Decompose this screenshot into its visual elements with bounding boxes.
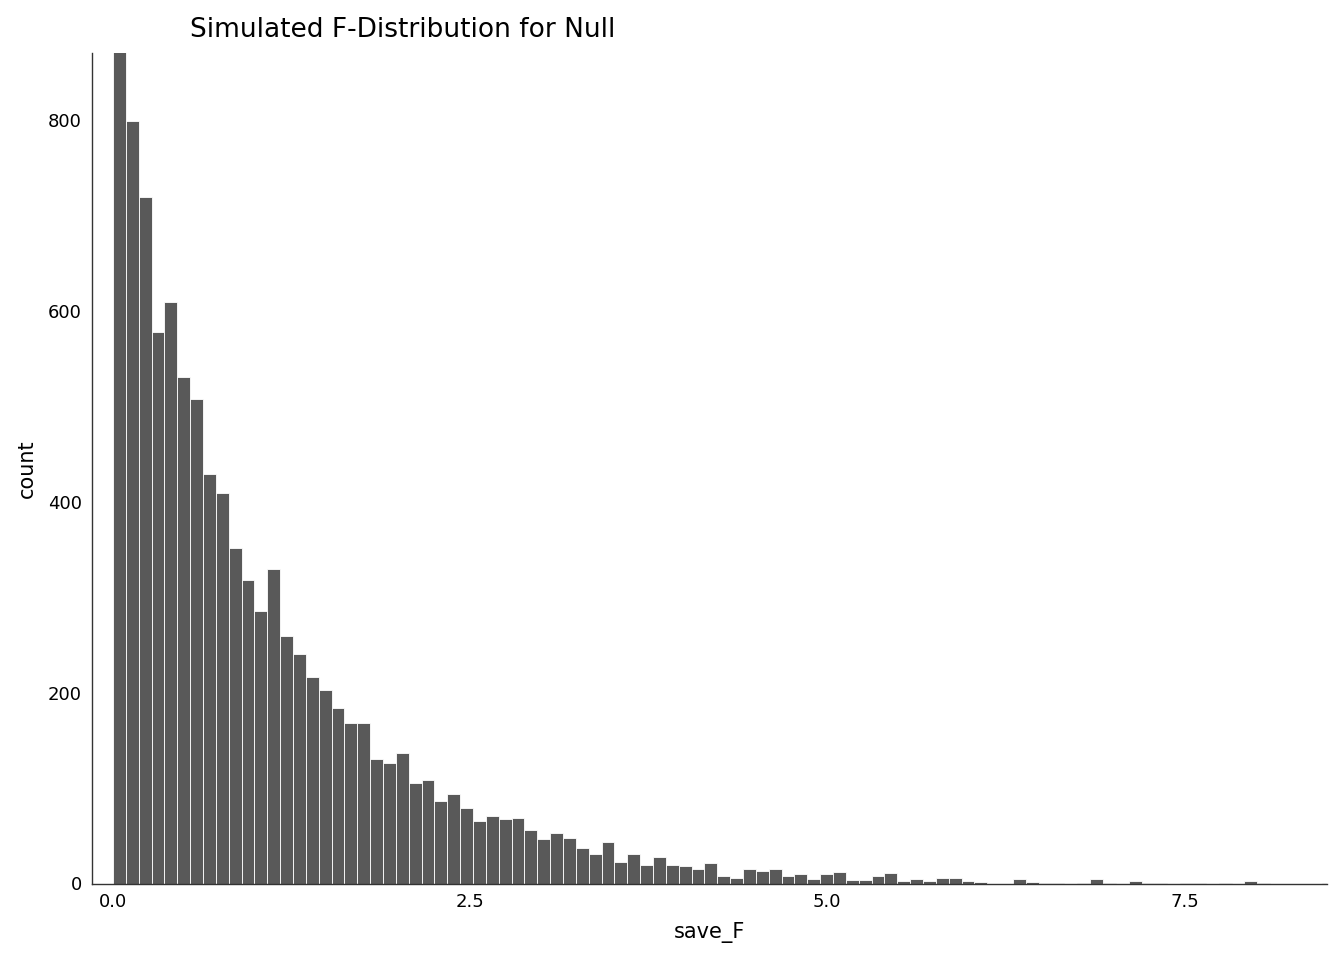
Bar (602, 843, 614, 883)
Bar (164, 302, 177, 883)
Bar (344, 723, 358, 883)
Bar (422, 780, 434, 883)
Bar (833, 872, 845, 883)
Text: Simulated F-Distribution for Null: Simulated F-Distribution for Null (191, 16, 616, 42)
Bar (267, 568, 280, 883)
Bar (473, 822, 485, 883)
Bar (396, 753, 409, 883)
Bar (113, 51, 126, 883)
Bar (910, 878, 923, 883)
Bar (808, 878, 820, 883)
Bar (409, 783, 422, 883)
Bar (524, 830, 538, 883)
Bar (743, 869, 755, 883)
Bar (653, 856, 665, 883)
Bar (730, 877, 743, 883)
Bar (845, 879, 859, 883)
Bar (640, 865, 653, 883)
Bar (1013, 878, 1025, 883)
Bar (538, 839, 550, 883)
Bar (794, 874, 808, 883)
Bar (755, 871, 769, 883)
Bar (550, 833, 563, 883)
Bar (177, 377, 190, 883)
Bar (434, 802, 448, 883)
Y-axis label: count: count (16, 439, 36, 497)
Bar (358, 723, 370, 883)
Bar (254, 611, 267, 883)
Bar (665, 865, 679, 883)
Bar (499, 819, 512, 883)
Bar (216, 493, 228, 883)
Bar (859, 879, 871, 883)
Bar (293, 654, 306, 883)
Bar (190, 398, 203, 883)
Bar (614, 861, 628, 883)
Bar (280, 636, 293, 883)
Bar (884, 873, 898, 883)
Bar (961, 880, 974, 883)
Bar (332, 708, 344, 883)
Bar (718, 876, 730, 883)
Bar (203, 474, 216, 883)
Bar (460, 808, 473, 883)
Bar (152, 332, 164, 883)
Bar (820, 874, 833, 883)
Bar (1025, 881, 1039, 883)
Bar (1245, 880, 1258, 883)
Bar (871, 876, 884, 883)
Bar (575, 849, 589, 883)
Bar (485, 816, 499, 883)
Bar (138, 198, 152, 883)
Bar (974, 881, 988, 883)
Bar (512, 818, 524, 883)
Bar (228, 547, 242, 883)
Bar (563, 838, 575, 883)
Bar (923, 880, 935, 883)
Bar (306, 678, 319, 883)
Bar (242, 580, 254, 883)
Bar (370, 759, 383, 883)
Bar (704, 863, 718, 883)
X-axis label: save_F: save_F (673, 923, 745, 944)
Bar (692, 869, 704, 883)
Bar (628, 853, 640, 883)
Bar (782, 876, 794, 883)
Bar (898, 880, 910, 883)
Bar (679, 866, 692, 883)
Bar (319, 690, 332, 883)
Bar (589, 853, 602, 883)
Bar (1129, 880, 1141, 883)
Bar (126, 121, 138, 883)
Bar (448, 794, 460, 883)
Bar (769, 869, 782, 883)
Bar (949, 877, 961, 883)
Bar (1090, 878, 1103, 883)
Bar (935, 877, 949, 883)
Bar (383, 763, 396, 883)
